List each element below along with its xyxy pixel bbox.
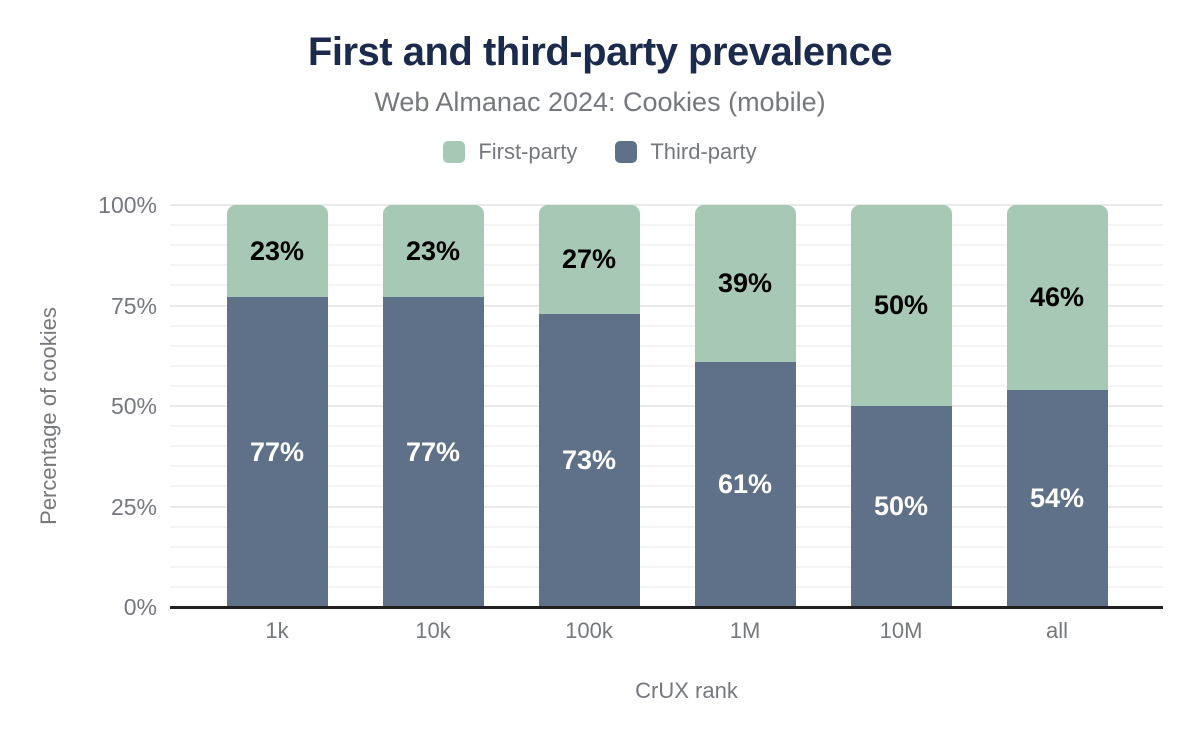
- bar-segment-third-party[interactable]: 61%: [694, 361, 796, 607]
- gridline-95: [170, 224, 1163, 227]
- bar-segment-third-party[interactable]: 77%: [226, 297, 328, 607]
- y-tick-100: 100%: [98, 192, 157, 218]
- legend: First-party Third-party: [0, 139, 1200, 165]
- y-tick-75: 75%: [110, 292, 157, 319]
- bar-value-label: 27%: [561, 243, 617, 274]
- bar-value-label: 61%: [717, 468, 773, 499]
- legend-item-third-party: Third-party: [615, 139, 757, 165]
- chart-title: First and third-party prevalence: [307, 30, 893, 74]
- x-tick-10k: 10k: [415, 618, 451, 643]
- legend-item-first-party: First-party: [443, 139, 577, 165]
- x-tick-10M: 10M: [879, 618, 923, 643]
- bar-segment-first-party[interactable]: 50%: [850, 205, 952, 406]
- y-tick-50: 50%: [110, 393, 157, 419]
- bar-segment-third-party[interactable]: 77%: [382, 297, 484, 607]
- bar-value-label: 46%: [1029, 281, 1085, 312]
- gridline-5: [170, 585, 1163, 588]
- gridline-25: [170, 505, 1163, 508]
- x-tick-1k: 1k: [265, 618, 289, 643]
- x-tick-1M: 1M: [729, 618, 761, 643]
- bar-1M: 39% 61%: [694, 205, 796, 607]
- bar-value-label: 54%: [1029, 482, 1085, 513]
- bar-10M: 50% 50%: [850, 205, 952, 607]
- bar-100k: 27% 73%: [538, 205, 640, 607]
- legend-label: Third-party: [650, 139, 757, 164]
- chart-subtitle: Web Almanac 2024: Cookies (mobile): [374, 87, 826, 117]
- y-tick-0: 0%: [123, 594, 157, 620]
- gridline-85: [170, 264, 1163, 267]
- gridline-75: [170, 304, 1163, 307]
- gridline-100: [170, 204, 1163, 206]
- gridline-45: [170, 425, 1163, 428]
- bar-segment-first-party[interactable]: 23%: [382, 205, 484, 298]
- bar-value-label: 23%: [405, 235, 461, 266]
- legend-swatch-icon: [615, 141, 638, 163]
- gridline-65: [170, 344, 1163, 347]
- bar-value-label: 39%: [717, 267, 773, 298]
- x-tick-100k: 100k: [565, 618, 613, 643]
- bar-segment-third-party[interactable]: 54%: [1006, 389, 1108, 607]
- gridline-15: [170, 545, 1163, 548]
- gridline-50: [170, 405, 1163, 407]
- gridline-10: [170, 565, 1163, 568]
- gridline-35: [170, 465, 1163, 468]
- gridline-55: [170, 384, 1163, 387]
- bar-10k: 23% 77%: [382, 205, 484, 607]
- plot-area: 23% 77% 23% 77% 27% 73% 39% 61% 50% 50% 46% 54%: [170, 204, 1163, 607]
- bar-value-label: 50%: [873, 491, 929, 521]
- bar-segment-first-party[interactable]: 23%: [226, 205, 328, 298]
- bar-segment-first-party[interactable]: 27%: [538, 205, 640, 314]
- bar-segment-first-party[interactable]: 39%: [694, 205, 796, 362]
- gridline-40: [170, 445, 1163, 448]
- bar-value-label: 23%: [249, 235, 305, 266]
- legend-swatch-icon: [443, 141, 466, 163]
- gridline-80: [170, 284, 1163, 287]
- gridline-70: [170, 324, 1163, 327]
- gridline-30: [170, 485, 1163, 488]
- legend-label: First-party: [478, 139, 578, 164]
- bar-value-label: 50%: [873, 290, 929, 320]
- gridline-90: [170, 244, 1163, 247]
- bar-value-label: 77%: [405, 436, 461, 467]
- bar-1k: 23% 77%: [226, 205, 328, 607]
- x-axis-line: [170, 606, 1163, 609]
- bar-all: 46% 54%: [1006, 205, 1108, 607]
- gridline-20: [170, 525, 1163, 528]
- x-axis-title: CrUX rank: [635, 678, 738, 703]
- x-tick-all: all: [1045, 618, 1068, 643]
- bar-segment-third-party[interactable]: 73%: [538, 313, 640, 607]
- y-tick-25: 25%: [110, 493, 157, 520]
- bar-value-label: 73%: [561, 444, 617, 475]
- gridline-60: [170, 364, 1163, 367]
- bar-segment-third-party[interactable]: 50%: [850, 406, 952, 607]
- bar-segment-first-party[interactable]: 46%: [1006, 205, 1108, 390]
- bar-value-label: 77%: [249, 436, 305, 467]
